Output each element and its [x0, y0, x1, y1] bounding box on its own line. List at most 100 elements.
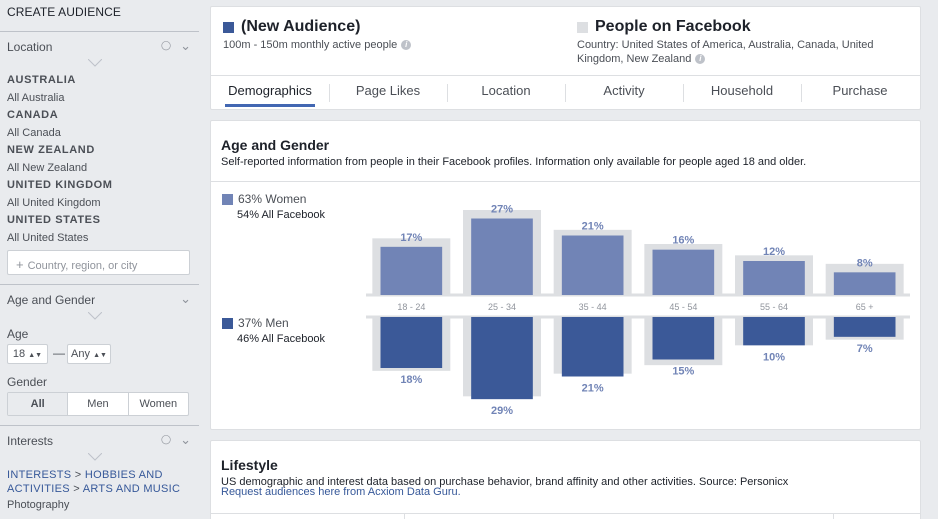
location-all[interactable]: All New Zealand	[7, 162, 88, 174]
interest-path-2[interactable]: HOBBIES AND ACTIVITIES	[7, 469, 163, 495]
women-bar	[652, 249, 715, 295]
axis-band	[366, 295, 910, 317]
compare-subtitle: Country: United States of America, Austr…	[577, 38, 877, 66]
location-country: UNITED KINGDOM	[7, 179, 113, 191]
acxiom-request-link[interactable]: Request audiences here from Acxiom Data …	[221, 486, 461, 498]
tab-household[interactable]: Household	[710, 83, 774, 98]
age-label: Age	[7, 327, 29, 341]
chevron-down-icon[interactable]: ⌄	[180, 291, 191, 306]
updown-icon: ▲▼	[93, 352, 107, 359]
location-section-header[interactable]: Location ◯ ⌄	[0, 31, 199, 59]
age-min-select[interactable]: 18 ▲▼	[7, 344, 48, 364]
compare-country-text: Country: United States of America, Austr…	[577, 39, 874, 65]
men-bar	[471, 317, 533, 400]
interests-label: Interests	[7, 434, 54, 448]
create-audience-title: CREATE AUDIENCE	[7, 5, 121, 19]
info-icon[interactable]: i	[401, 40, 412, 50]
women-all-facebook-label: 54% All Facebook	[237, 209, 326, 221]
tab-location[interactable]: Location	[481, 83, 531, 98]
age-max-select[interactable]: Any ▲▼	[67, 344, 111, 364]
interest-item[interactable]: Photography	[7, 499, 70, 511]
tab-activity[interactable]: Activity	[603, 83, 645, 98]
lifestyle-title: Lifestyle	[221, 457, 278, 473]
age-gender-section-header[interactable]: Age and Gender ⌄	[0, 284, 199, 312]
women-bar	[380, 246, 443, 295]
chevron-down-icon[interactable]: ⌄	[180, 38, 191, 53]
audience-subtitle: 100m - 150m monthly active people i	[223, 38, 412, 52]
audience-color-square	[223, 22, 234, 33]
men-bar-label: 7%	[857, 343, 873, 355]
age-category-label: 35 - 44	[579, 302, 607, 312]
column-divider	[833, 513, 834, 519]
interests-section-header[interactable]: Interests ◯ ⌄	[0, 425, 199, 453]
notch-icon	[88, 312, 102, 320]
women-bar-label: 12%	[763, 246, 785, 258]
men-bar-label: 10%	[763, 351, 785, 363]
audience-size-text: 100m - 150m monthly active people	[223, 39, 398, 51]
location-country: NEW ZEALAND	[7, 144, 95, 156]
location-all[interactable]: All United Kingdom	[7, 197, 101, 209]
age-category-label: 65 +	[856, 302, 874, 312]
men-legend-square	[222, 318, 233, 329]
women-bar	[833, 272, 896, 295]
men-bar	[833, 317, 896, 337]
audience-title: (New Audience)	[241, 18, 361, 35]
interest-breadcrumb: INTERESTS > HOBBIES AND ACTIVITIES > ART…	[7, 468, 192, 496]
women-legend-square	[222, 194, 233, 205]
location-label: Location	[7, 40, 53, 54]
info-icon[interactable]: i	[695, 54, 706, 64]
tab-page-likes[interactable]: Page Likes	[355, 83, 421, 98]
tab-separator	[447, 84, 448, 102]
tab-bar: Demographics Page Likes Location Activit…	[211, 75, 920, 109]
age-category-label: 18 - 24	[397, 302, 425, 312]
men-bar-label: 18%	[400, 374, 422, 386]
men-bar-label: 29%	[491, 405, 513, 417]
settings-dot-icon[interactable]: ◯	[160, 434, 172, 444]
plus-icon: +	[16, 257, 24, 272]
men-bar	[743, 317, 805, 346]
age-min-value: 18	[12, 348, 26, 360]
gender-women-button[interactable]: Women	[139, 398, 178, 410]
gender-label: Gender	[7, 375, 48, 389]
women-bar	[471, 218, 533, 295]
age-gender-description: Self-reported information from people in…	[221, 156, 807, 168]
age-gender-title: Age and Gender	[221, 137, 330, 153]
location-all[interactable]: All United States	[7, 232, 89, 244]
location-all[interactable]: All Canada	[7, 127, 61, 139]
location-search-input[interactable]: + Country, region, or city	[7, 250, 190, 275]
chevron-down-icon[interactable]: ⌄	[180, 432, 191, 447]
lifestyle-card	[210, 440, 921, 519]
tab-purchase[interactable]: Purchase	[832, 83, 888, 98]
men-percent-label: 37% Men	[238, 316, 289, 330]
women-bar-label: 16%	[672, 235, 694, 247]
men-bar	[561, 317, 624, 377]
location-all[interactable]: All Australia	[7, 92, 65, 104]
women-bar	[561, 235, 624, 295]
notch-icon	[88, 59, 102, 67]
column-divider	[404, 513, 405, 519]
gender-all-button[interactable]: All	[8, 393, 69, 415]
age-gender-bar-chart: 17% 18% 18 - 24 27% 29% 25 - 34 21% 21% 35 - 44 1…	[366, 204, 910, 417]
age-category-label: 45 - 54	[669, 302, 697, 312]
location-country: AUSTRALIA	[7, 74, 76, 86]
tab-demographics[interactable]: Demographics	[228, 83, 312, 98]
divider	[211, 181, 920, 182]
interest-path-3[interactable]: ARTS AND MUSIC	[82, 483, 181, 495]
compare-title: People on Facebook	[595, 18, 751, 35]
interest-path-1[interactable]: INTERESTS	[7, 469, 72, 481]
men-bar	[380, 317, 443, 368]
sidebar: CREATE AUDIENCE Location ◯ ⌄ AUSTRALIA A…	[0, 0, 199, 519]
divider	[211, 513, 920, 514]
location-country: UNITED STATES	[7, 214, 101, 226]
age-gender-label: Age and Gender	[7, 293, 96, 307]
women-bar-label: 17%	[400, 232, 422, 244]
tab-separator	[683, 84, 684, 102]
location-input-placeholder: Country, region, or city	[27, 260, 138, 272]
age-range-dash: —	[53, 346, 65, 360]
updown-icon: ▲▼	[28, 352, 43, 359]
location-country: CANADA	[7, 109, 59, 121]
settings-dot-icon[interactable]: ◯	[160, 40, 172, 50]
gender-men-button[interactable]: Men	[68, 393, 129, 415]
women-bar-label: 27%	[491, 204, 513, 216]
tab-separator	[801, 84, 802, 102]
